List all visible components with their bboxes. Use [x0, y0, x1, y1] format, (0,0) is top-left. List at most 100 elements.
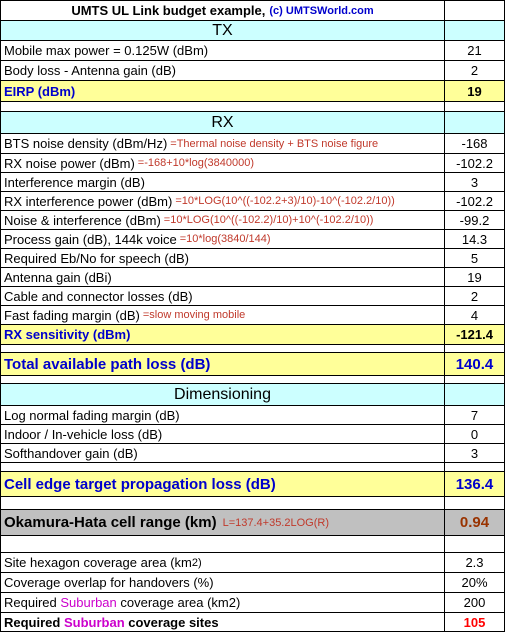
- rx-label-cell[interactable]: BTS noise density (dBm/Hz) =Thermal noise…: [1, 134, 445, 153]
- spacer-row-1: [1, 102, 505, 112]
- rx-row-interference-margin: Interference margin (dB) 3: [1, 173, 505, 192]
- coverage-value[interactable]: 200: [445, 593, 505, 612]
- cell-edge-row: Cell edge target propagation loss (dB) 1…: [1, 472, 505, 497]
- rx-row-noise-power: RX noise power (dBm) =-168+10*log(3840000…: [1, 154, 505, 173]
- tx-value-body-loss[interactable]: 2: [445, 61, 505, 80]
- rx-value[interactable]: -102.2: [445, 154, 505, 172]
- rx-value[interactable]: 5: [445, 249, 505, 267]
- rx-label: Fast fading margin (dB): [4, 307, 140, 323]
- spacer-cell[interactable]: [1, 497, 445, 509]
- path-loss-row: Total available path loss (dB) 140.4: [1, 353, 505, 376]
- rx-heading[interactable]: RX: [1, 112, 445, 133]
- title-value-cell[interactable]: [445, 1, 505, 20]
- formula-note: =10*LOG(10^((-102.2+3)/10)-10^(-102.2/10…: [175, 195, 395, 207]
- rx-sensitivity-value[interactable]: -121.4: [445, 325, 505, 344]
- rx-value[interactable]: 14.3: [445, 230, 505, 248]
- tx-row-max-power: Mobile max power = 0.125W (dBm) 21: [1, 41, 505, 61]
- spacer-cell[interactable]: [445, 497, 505, 509]
- formula-note: =slow moving mobile: [142, 309, 246, 321]
- rx-label: RX noise power (dBm): [4, 155, 135, 171]
- spacer-cell[interactable]: [445, 536, 505, 552]
- rx-label-cell[interactable]: Fast fading margin (dB) =slow moving mobi…: [1, 306, 445, 324]
- rx-label-cell[interactable]: Antenna gain (dBi): [1, 268, 445, 286]
- tx-row-body-loss: Body loss - Antenna gain (dB) 2: [1, 61, 505, 81]
- rx-value[interactable]: 4: [445, 306, 505, 324]
- coverage-label[interactable]: Coverage overlap for handovers (%): [1, 573, 445, 592]
- spacer-cell[interactable]: [1, 102, 445, 111]
- dim-value[interactable]: 0: [445, 425, 505, 443]
- tx-heading-value-cell[interactable]: [445, 21, 505, 40]
- cell-edge-value[interactable]: 136.4: [445, 472, 505, 496]
- rx-value[interactable]: -102.2: [445, 192, 505, 210]
- tx-label-body-loss[interactable]: Body loss - Antenna gain (dB): [1, 61, 445, 80]
- sheet-title: UMTS UL Link budget example,: [71, 3, 266, 18]
- rx-label: Cable and connector losses (dB): [4, 288, 193, 304]
- spacer-row-2: [1, 345, 505, 353]
- dim-value[interactable]: 3: [445, 444, 505, 462]
- rx-row-noise-interference: Noise & interference (dBm) =10*LOG(10^((-…: [1, 211, 505, 230]
- spacer-row-5: [1, 497, 505, 510]
- rx-heading-value-cell[interactable]: [445, 112, 505, 133]
- rx-row-fast-fading: Fast fading margin (dB) =slow moving mobi…: [1, 306, 505, 325]
- coverage-row-hexagon: Site hexagon coverage area (km 2) 2.3: [1, 553, 505, 573]
- eirp-value[interactable]: 19: [445, 81, 505, 101]
- suburban-label: Suburban: [63, 614, 125, 630]
- dimensioning-heading-value-cell[interactable]: [445, 384, 505, 405]
- rx-value[interactable]: 2: [445, 287, 505, 305]
- rx-label-cell[interactable]: RX noise power (dBm) =-168+10*log(3840000…: [1, 154, 445, 172]
- rx-sensitivity-label[interactable]: RX sensitivity (dBm): [1, 325, 445, 344]
- spacer-cell[interactable]: [445, 345, 505, 352]
- coverage-value[interactable]: 20%: [445, 573, 505, 592]
- copyright-site: (c) UMTSWorld.com: [269, 4, 374, 17]
- spacer-cell[interactable]: [1, 463, 445, 471]
- coverage-label-cell[interactable]: Required Suburban coverage sites: [1, 613, 445, 631]
- spacer-cell[interactable]: [1, 536, 445, 552]
- tx-heading[interactable]: TX: [1, 21, 445, 40]
- rx-label-cell[interactable]: Noise & interference (dBm) =10*LOG(10^((-…: [1, 211, 445, 229]
- cell-edge-label[interactable]: Cell edge target propagation loss (dB): [1, 472, 445, 496]
- spacer-cell[interactable]: [445, 102, 505, 111]
- spacer-cell[interactable]: [1, 376, 445, 383]
- dim-row-indoor-loss: Indoor / In-vehicle loss (dB) 0: [1, 425, 505, 444]
- label-prefix: Required: [4, 614, 64, 630]
- okamura-label-cell[interactable]: Okamura-Hata cell range (km) L=137.4+35.2…: [1, 510, 445, 535]
- title-cell[interactable]: UMTS UL Link budget example, (c) UMTSWor…: [1, 1, 445, 20]
- rx-label-cell[interactable]: Interference margin (dB): [1, 173, 445, 191]
- rx-label: BTS noise density (dBm/Hz): [4, 136, 168, 151]
- rx-label-cell[interactable]: Process gain (dB), 144k voice =10*log(384…: [1, 230, 445, 248]
- path-loss-label[interactable]: Total available path loss (dB): [1, 353, 445, 375]
- coverage-label-cell[interactable]: Required Suburban coverage area (km2): [1, 593, 445, 612]
- tx-value-max-power[interactable]: 21: [445, 41, 505, 60]
- rx-value[interactable]: 3: [445, 173, 505, 191]
- dimensioning-heading[interactable]: Dimensioning: [1, 384, 445, 405]
- spacer-cell[interactable]: [445, 376, 505, 383]
- rx-label-cell[interactable]: RX interference power (dBm) =10*LOG(10^((…: [1, 192, 445, 210]
- okamura-value[interactable]: 0.94: [445, 510, 505, 535]
- rx-heading-row: RX: [1, 112, 505, 134]
- spacer-cell[interactable]: [1, 345, 445, 352]
- dim-label[interactable]: Softhandover gain (dB): [1, 444, 445, 462]
- rx-label-cell[interactable]: Required Eb/No for speech (dB): [1, 249, 445, 267]
- rx-row-noise-density: BTS noise density (dBm/Hz) =Thermal noise…: [1, 134, 505, 154]
- coverage-value[interactable]: 2.3: [445, 553, 505, 572]
- spacer-row-6: [1, 536, 505, 553]
- rx-row-interference-power: RX interference power (dBm) =10*LOG(10^((…: [1, 192, 505, 211]
- rx-label-cell[interactable]: Cable and connector losses (dB): [1, 287, 445, 305]
- unit-superscript: 2): [191, 556, 202, 569]
- dim-label[interactable]: Log normal fading margin (dB): [1, 406, 445, 424]
- dim-value[interactable]: 7: [445, 406, 505, 424]
- rx-value[interactable]: -99.2: [445, 211, 505, 229]
- title-row: UMTS UL Link budget example, (c) UMTSWor…: [1, 1, 505, 21]
- coverage-label-cell[interactable]: Site hexagon coverage area (km 2): [1, 553, 445, 572]
- eirp-label[interactable]: EIRP (dBm): [1, 81, 445, 101]
- dim-label[interactable]: Indoor / In-vehicle loss (dB): [1, 425, 445, 443]
- okamura-label: Okamura-Hata cell range (km): [4, 514, 217, 531]
- rx-value[interactable]: 19: [445, 268, 505, 286]
- label-prefix: Required: [4, 595, 61, 610]
- path-loss-value[interactable]: 140.4: [445, 353, 505, 375]
- rx-value[interactable]: -168: [445, 134, 505, 153]
- spacer-cell[interactable]: [445, 463, 505, 471]
- coverage-sites-value[interactable]: 105: [445, 613, 505, 631]
- tx-label-max-power[interactable]: Mobile max power = 0.125W (dBm): [1, 41, 445, 60]
- dim-row-softhandover: Softhandover gain (dB) 3: [1, 444, 505, 463]
